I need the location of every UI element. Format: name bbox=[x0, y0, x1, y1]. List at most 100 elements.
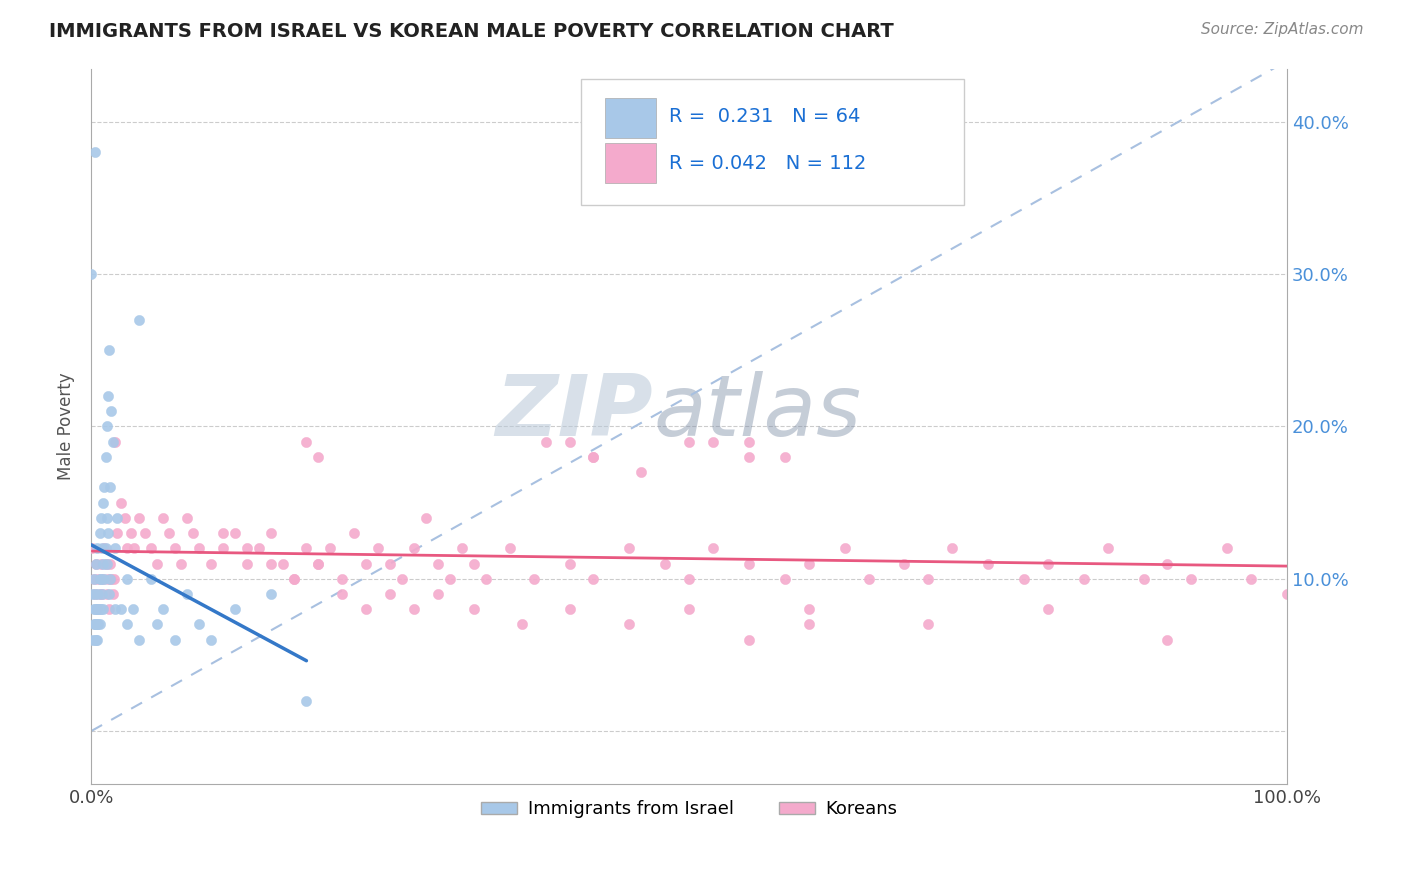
Point bbox=[834, 541, 856, 556]
Point bbox=[98, 587, 121, 601]
Point bbox=[307, 557, 329, 571]
Point bbox=[101, 587, 124, 601]
Point bbox=[181, 526, 204, 541]
Point bbox=[90, 602, 112, 616]
Point bbox=[91, 557, 114, 571]
Point bbox=[678, 434, 700, 449]
Point bbox=[122, 602, 145, 616]
Point bbox=[107, 526, 129, 541]
Point bbox=[97, 389, 120, 403]
Point bbox=[83, 572, 105, 586]
Point bbox=[146, 617, 169, 632]
Point bbox=[463, 557, 485, 571]
FancyBboxPatch shape bbox=[582, 79, 965, 204]
Point bbox=[402, 541, 425, 556]
Point bbox=[87, 617, 110, 632]
Point bbox=[176, 587, 198, 601]
Point bbox=[104, 541, 127, 556]
Point bbox=[128, 313, 150, 327]
Point bbox=[91, 572, 114, 586]
Point bbox=[134, 526, 156, 541]
Point bbox=[319, 541, 342, 556]
Point bbox=[91, 602, 114, 616]
FancyBboxPatch shape bbox=[606, 98, 655, 138]
Point bbox=[558, 602, 581, 616]
Point bbox=[235, 541, 257, 556]
Point bbox=[89, 572, 111, 586]
Point bbox=[93, 572, 115, 586]
Point bbox=[259, 587, 281, 601]
Point bbox=[83, 572, 105, 586]
Point bbox=[152, 602, 174, 616]
Point bbox=[83, 602, 105, 616]
Point bbox=[1240, 572, 1263, 586]
Text: ZIP: ZIP bbox=[496, 371, 654, 454]
Point bbox=[120, 526, 142, 541]
Point bbox=[439, 572, 461, 586]
Point bbox=[343, 526, 366, 541]
Point bbox=[103, 572, 125, 586]
Point bbox=[247, 541, 270, 556]
Point bbox=[475, 572, 498, 586]
Point bbox=[104, 434, 127, 449]
Point bbox=[86, 602, 108, 616]
Point bbox=[200, 557, 222, 571]
Point bbox=[96, 557, 118, 571]
Point bbox=[89, 617, 111, 632]
Point bbox=[90, 572, 112, 586]
Point bbox=[427, 587, 450, 601]
Legend: Immigrants from Israel, Koreans: Immigrants from Israel, Koreans bbox=[474, 793, 905, 825]
Point bbox=[104, 602, 127, 616]
Point bbox=[1132, 572, 1154, 586]
Point bbox=[451, 541, 474, 556]
Point bbox=[115, 617, 138, 632]
Point bbox=[98, 572, 121, 586]
Point bbox=[917, 572, 939, 586]
Point bbox=[330, 572, 353, 586]
Point bbox=[91, 495, 114, 509]
Point bbox=[678, 572, 700, 586]
Point bbox=[100, 404, 122, 418]
Point bbox=[97, 526, 120, 541]
Point bbox=[122, 541, 145, 556]
Text: Source: ZipAtlas.com: Source: ZipAtlas.com bbox=[1201, 22, 1364, 37]
Point bbox=[114, 511, 136, 525]
Point bbox=[224, 602, 246, 616]
Point bbox=[86, 602, 108, 616]
Point bbox=[941, 541, 963, 556]
Point bbox=[163, 541, 186, 556]
Point bbox=[893, 557, 915, 571]
Point bbox=[307, 557, 329, 571]
Point bbox=[523, 572, 546, 586]
Point bbox=[83, 602, 105, 616]
Point bbox=[773, 450, 796, 464]
Point bbox=[235, 557, 257, 571]
Point bbox=[84, 557, 107, 571]
Point bbox=[1156, 557, 1178, 571]
Point bbox=[307, 450, 329, 464]
Point bbox=[378, 557, 401, 571]
Point bbox=[97, 572, 120, 586]
Point bbox=[283, 572, 305, 586]
Point bbox=[89, 602, 111, 616]
Point bbox=[98, 343, 121, 358]
Point bbox=[176, 511, 198, 525]
Point bbox=[90, 511, 112, 525]
Point bbox=[90, 557, 112, 571]
Point bbox=[402, 602, 425, 616]
Point bbox=[582, 450, 605, 464]
Point bbox=[427, 557, 450, 571]
Point bbox=[115, 541, 138, 556]
Point bbox=[630, 465, 652, 479]
Point bbox=[1036, 557, 1059, 571]
Point bbox=[110, 495, 132, 509]
Point bbox=[582, 572, 605, 586]
Point bbox=[738, 450, 761, 464]
Point bbox=[271, 557, 294, 571]
Point bbox=[1216, 541, 1239, 556]
Point bbox=[86, 541, 108, 556]
Point bbox=[558, 557, 581, 571]
Point bbox=[90, 587, 112, 601]
Point bbox=[96, 419, 118, 434]
Point bbox=[200, 632, 222, 647]
